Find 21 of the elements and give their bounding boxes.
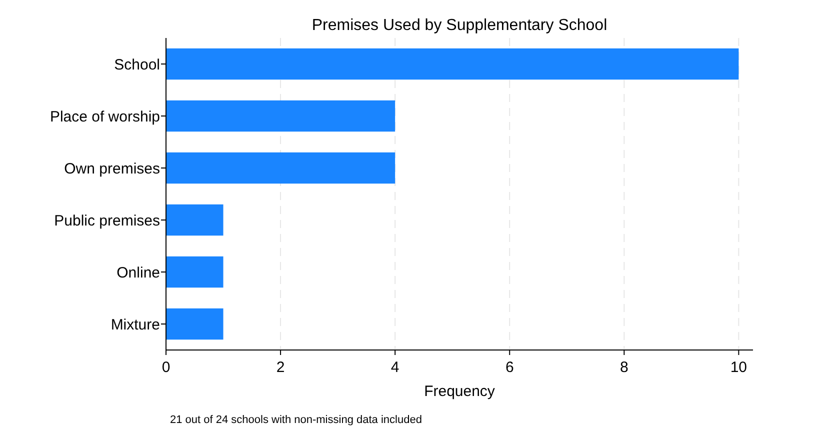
bar (166, 256, 224, 288)
y-tick-label: Public premises (54, 212, 160, 230)
bar (166, 100, 396, 132)
x-axis-title: Frequency (424, 383, 496, 400)
y-tick-label: Online (116, 264, 160, 282)
y-tick-label: Mixture (110, 316, 160, 334)
y-tick-label: School (114, 56, 160, 74)
bar (166, 308, 224, 340)
x-tick-label: 6 (505, 359, 514, 376)
bar (166, 48, 739, 80)
x-tick-label: 8 (620, 359, 628, 376)
x-tick-label: 10 (730, 359, 748, 376)
bar (166, 152, 396, 184)
x-tick-label: 4 (390, 359, 400, 376)
y-tick-label: Place of worship (50, 108, 160, 126)
text: 21 out of 24 schools with non-missing data included (170, 414, 422, 426)
x-tick-label: 2 (276, 359, 285, 376)
x-tick-label: 0 (162, 359, 170, 376)
bar (166, 204, 224, 236)
chart-title: Premises Used by Supplementary School (312, 17, 608, 34)
y-tick-label: Own premises (64, 160, 160, 178)
